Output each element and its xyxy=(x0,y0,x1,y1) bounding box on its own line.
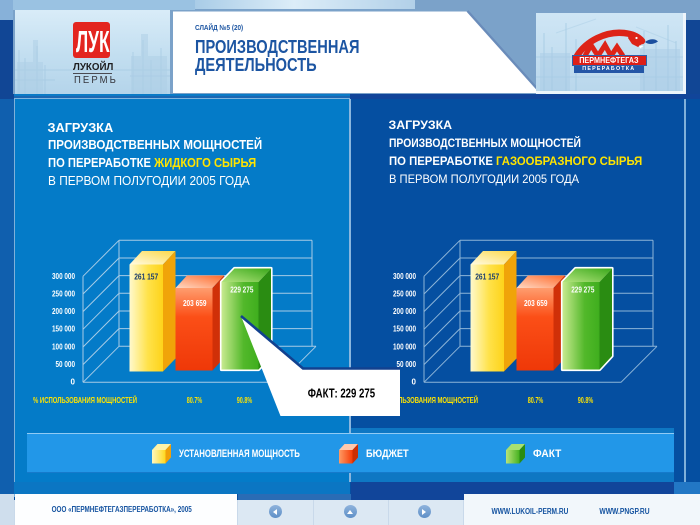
svg-text:0: 0 xyxy=(71,378,76,387)
svg-text:261 157: 261 157 xyxy=(134,273,158,282)
svg-text:261 157: 261 157 xyxy=(475,273,499,282)
svg-text:100 000: 100 000 xyxy=(52,342,75,351)
svg-text:50 000: 50 000 xyxy=(396,360,416,369)
svg-text:100 000: 100 000 xyxy=(393,342,416,351)
svg-text:250 000: 250 000 xyxy=(52,290,75,299)
svg-text:ФАКТ: 229 275: ФАКТ: 229 275 xyxy=(308,386,375,400)
svg-text:50 000: 50 000 xyxy=(56,360,76,369)
svg-text:250 000: 250 000 xyxy=(393,290,416,299)
svg-text:150 000: 150 000 xyxy=(52,325,75,334)
svg-text:80.7%: 80.7% xyxy=(187,396,203,405)
svg-text:90.8%: 90.8% xyxy=(237,396,253,405)
svg-text:% ИСПОЛЬЗОВАНИЯ МОЩНОСТЕЙ: % ИСПОЛЬЗОВАНИЯ МОЩНОСТЕЙ xyxy=(33,396,137,405)
svg-text:150 000: 150 000 xyxy=(393,325,416,334)
svg-text:229 275: 229 275 xyxy=(230,286,254,295)
svg-text:300 000: 300 000 xyxy=(52,272,75,281)
svg-text:300 000: 300 000 xyxy=(393,272,416,281)
svg-text:203 659: 203 659 xyxy=(523,299,547,308)
svg-text:200 000: 200 000 xyxy=(52,307,75,316)
svg-text:203 659: 203 659 xyxy=(183,299,207,308)
svg-text:0: 0 xyxy=(411,378,416,387)
svg-text:90.8%: 90.8% xyxy=(577,396,593,405)
svg-text:80.7%: 80.7% xyxy=(527,396,543,405)
svg-text:% ИСПОЛЬЗОВАНИЯ МОЩНОСТЕЙ: % ИСПОЛЬЗОВАНИЯ МОЩНОСТЕЙ xyxy=(374,396,478,405)
svg-text:229 275: 229 275 xyxy=(571,286,595,295)
svg-text:200 000: 200 000 xyxy=(393,307,416,316)
